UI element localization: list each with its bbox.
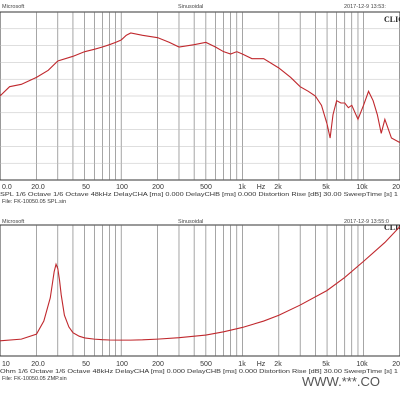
x-tick-label: 50 (82, 361, 90, 368)
chart2-plot-frame (0, 224, 400, 357)
chart1-info-line: SPL 1/6 Octave 1/6 Octave 48kHz DelayCHA… (0, 192, 398, 198)
x-tick-label: 100 (116, 361, 128, 368)
x-tick-label: 5k (322, 184, 330, 191)
chart1-plot-frame (0, 11, 400, 181)
x-tick-label: 50 (82, 184, 90, 191)
chart2-header-right: 2017-12-9 13:55:0 (344, 219, 389, 225)
chart2-header-center: Sinusoidal (178, 219, 203, 225)
chart1-grid (0, 12, 400, 180)
chart2-header-left: Microsoft (2, 219, 25, 225)
x-tick-label: 1k (238, 361, 246, 368)
watermark: WWW.***.CO (302, 374, 380, 389)
x-tick-label: 100 (116, 184, 128, 191)
chart2-grid (36, 225, 364, 356)
chart1-logo: CLIO (384, 15, 400, 24)
x-tick-label: 2k (274, 184, 282, 191)
x-tick-label: 500 (200, 184, 212, 191)
x-tick-label: 20.0 (31, 361, 45, 368)
chart1-file-name: File: FK-10050.05 SPL.sin (2, 199, 66, 205)
chart2-logo: CLIO (384, 223, 400, 232)
x-tick-label: 500 (200, 361, 212, 368)
x-tick-label: 200 (152, 361, 164, 368)
chart2-info-line: Ohm 1/6 Octave 1/6 Octave 48kHz DelayCHA… (0, 369, 398, 375)
spl-chart: Microsoft Sinusoidal 2017-12-9 13:53: CL… (0, 4, 400, 205)
x-tick-label: Hz (257, 184, 266, 191)
x-tick-label: 20 (392, 361, 400, 368)
x-tick-label: 2k (274, 361, 282, 368)
x-tick-label: 10 (2, 361, 10, 368)
chart2-file-name: File: FK-10050.05 ZMP.sin (2, 376, 67, 382)
chart1-x-tick-labels: 0.0 20.0 50 100 200 500 1k Hz 2k 5k 10k … (2, 184, 400, 191)
x-tick-label: 10k (356, 361, 368, 368)
chart1-spl-curve (0, 32, 400, 144)
chart1-header-left: Microsoft (2, 4, 25, 10)
chart1-header-right: 2017-12-9 13:53: (344, 4, 386, 10)
chart1-header-center: Sinusoidal (178, 4, 203, 10)
x-tick-label: 20 (392, 184, 400, 191)
chart2-x-tick-labels: 10 20.0 50 100 200 500 1k Hz 2k 5k 10k 2… (2, 361, 400, 368)
impedance-chart: Microsoft Sinusoidal 2017-12-9 13:55:0 C… (0, 219, 400, 382)
x-tick-label: 1k (238, 184, 246, 191)
x-tick-label: 0.0 (2, 184, 12, 191)
x-tick-label: 20.0 (31, 184, 45, 191)
x-tick-label: 10k (356, 184, 368, 191)
x-tick-label: 5k (322, 361, 330, 368)
x-tick-label: Hz (257, 361, 266, 368)
chart2-impedance-curve (0, 226, 400, 342)
x-tick-label: 200 (152, 184, 164, 191)
